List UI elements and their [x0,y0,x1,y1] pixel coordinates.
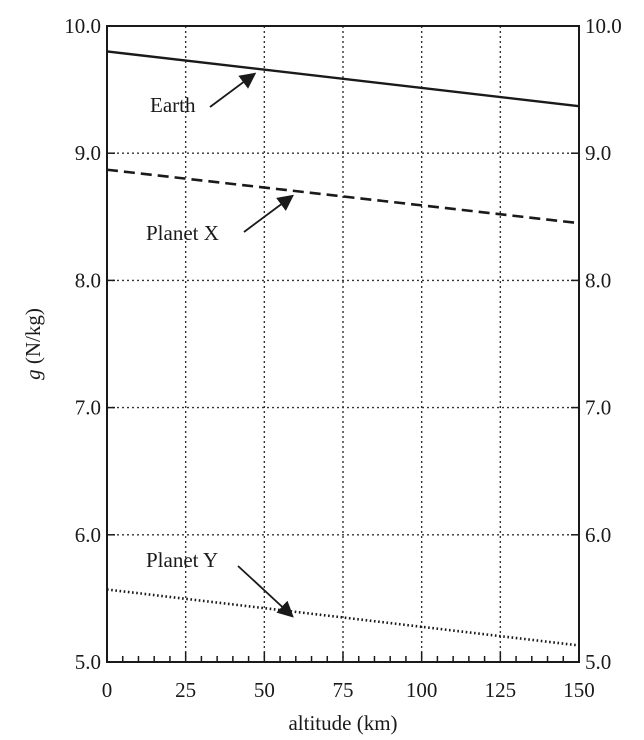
y-tick-label-left: 8.0 [75,268,101,292]
y-tick-label-right: 9.0 [585,141,611,165]
y-axis-title-symbol: g [21,369,45,380]
y-tick-label-left: 10.0 [64,14,101,38]
y-tick-label-right: 8.0 [585,268,611,292]
y-tick-label-right: 6.0 [585,523,611,547]
annotation-label: Earth [150,93,196,117]
x-tick-label: 25 [175,678,196,702]
x-tick-label: 0 [102,678,113,702]
annotation-label: Planet X [146,221,219,245]
x-tick-label: 125 [485,678,517,702]
y-axis-title: g (N/kg) [21,308,45,380]
series-line-earth [106,50,580,108]
series-line-planet-y [106,588,580,647]
grid-layer [107,26,579,662]
annotation-layer: Earth Planet X Planet Y [146,72,294,618]
tick-layer: 0 25 50 75 100 125 150 5.0 5.0 6.0 6.0 7.0 7.0 8.0 8.0… [64,14,622,702]
y-tick-label-left: 5.0 [75,650,101,674]
x-tick-label: 75 [333,678,354,702]
y-tick-label-right: 10.0 [585,14,622,38]
x-tick-label: 150 [563,678,595,702]
y-tick-label-left: 7.0 [75,396,101,420]
annotation-arrow [237,565,294,618]
annotation-arrow [209,72,257,108]
x-tick-label: 50 [254,678,275,702]
y-tick-label-right: 7.0 [585,396,611,420]
y-axis-title-unit: (N/kg) [21,308,45,369]
y-tick-label-left: 9.0 [75,141,101,165]
x-tick-label: 100 [406,678,438,702]
y-tick-label-right: 5.0 [585,650,611,674]
annotation-label: Planet Y [146,548,218,572]
series-layer [106,50,580,647]
x-axis-title: altitude (km) [288,711,397,735]
series-line-planet-x [106,168,580,225]
y-tick-label-left: 6.0 [75,523,101,547]
annotation-arrow [243,194,294,233]
